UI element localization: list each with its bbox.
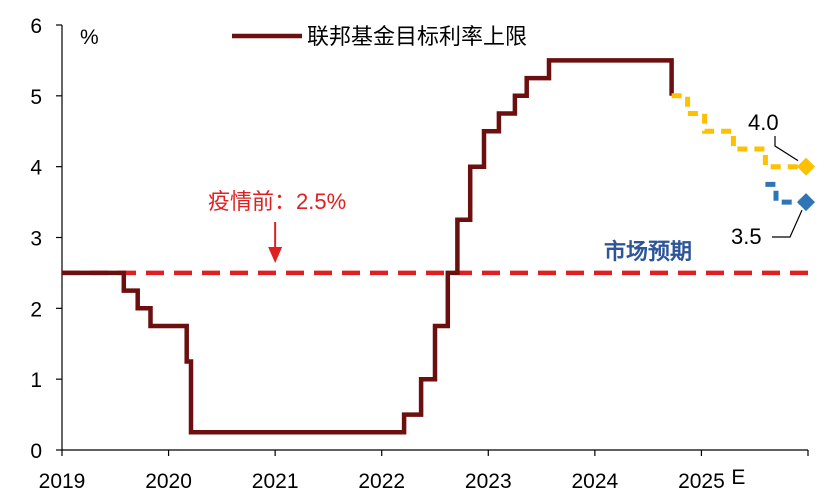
x-tick-label-2021: 2021 xyxy=(252,470,299,493)
fed-funds-upper-limit-line xyxy=(62,58,674,435)
y-tick-label-4: 4 xyxy=(30,157,42,180)
forecast-line-1 xyxy=(671,93,808,170)
y-tick-label-2: 2 xyxy=(30,298,42,321)
annotation-3-5: 3.5 xyxy=(731,224,762,249)
y-tick-label-0: 0 xyxy=(30,440,42,463)
x-tick-label-2019: 2019 xyxy=(39,470,86,493)
x-tick-suffix: E xyxy=(731,466,745,489)
forecast-end-marker-3.5 xyxy=(797,193,815,212)
x-tick-label-2024: 2024 xyxy=(571,470,618,493)
forecast-line-2 xyxy=(765,181,808,205)
legend-label: 联邦基金目标利率上限 xyxy=(307,24,527,49)
x-tick-label-2020: 2020 xyxy=(145,470,192,493)
forecast-end-marker-4.0 xyxy=(797,157,815,176)
x-tick-label-2023: 2023 xyxy=(465,470,512,493)
pre-pandemic-label: 疫情前：2.5% xyxy=(208,189,346,214)
annotation-4-0: 4.0 xyxy=(748,110,779,135)
x-tick-label-2022: 2022 xyxy=(358,470,405,493)
y-tick-label-3: 3 xyxy=(30,228,42,251)
pre-pandemic-arrow-head xyxy=(268,247,283,263)
x-tick-label-2025: 2025 xyxy=(678,470,725,493)
annotation-3-5-leader xyxy=(772,209,803,238)
y-axis-unit: % xyxy=(80,26,99,49)
marks-layer xyxy=(797,157,815,212)
annotation-4-0-leader xyxy=(774,136,799,162)
y-tick-label-5: 5 xyxy=(30,86,42,109)
axes: 0 1 2 3 4 5 6 2019 2020 2021 2022 2023 2024 2025 E xyxy=(30,15,809,493)
market-expectation-label: 市场预期 xyxy=(604,239,692,264)
y-tick-label-1: 1 xyxy=(30,369,42,392)
labels-layer: % 4.0 3.5 疫情前：2.5% 市场预期 联邦基金目标利率上限 xyxy=(80,24,803,264)
y-tick-label-6: 6 xyxy=(30,15,42,38)
series-layer xyxy=(62,58,808,435)
